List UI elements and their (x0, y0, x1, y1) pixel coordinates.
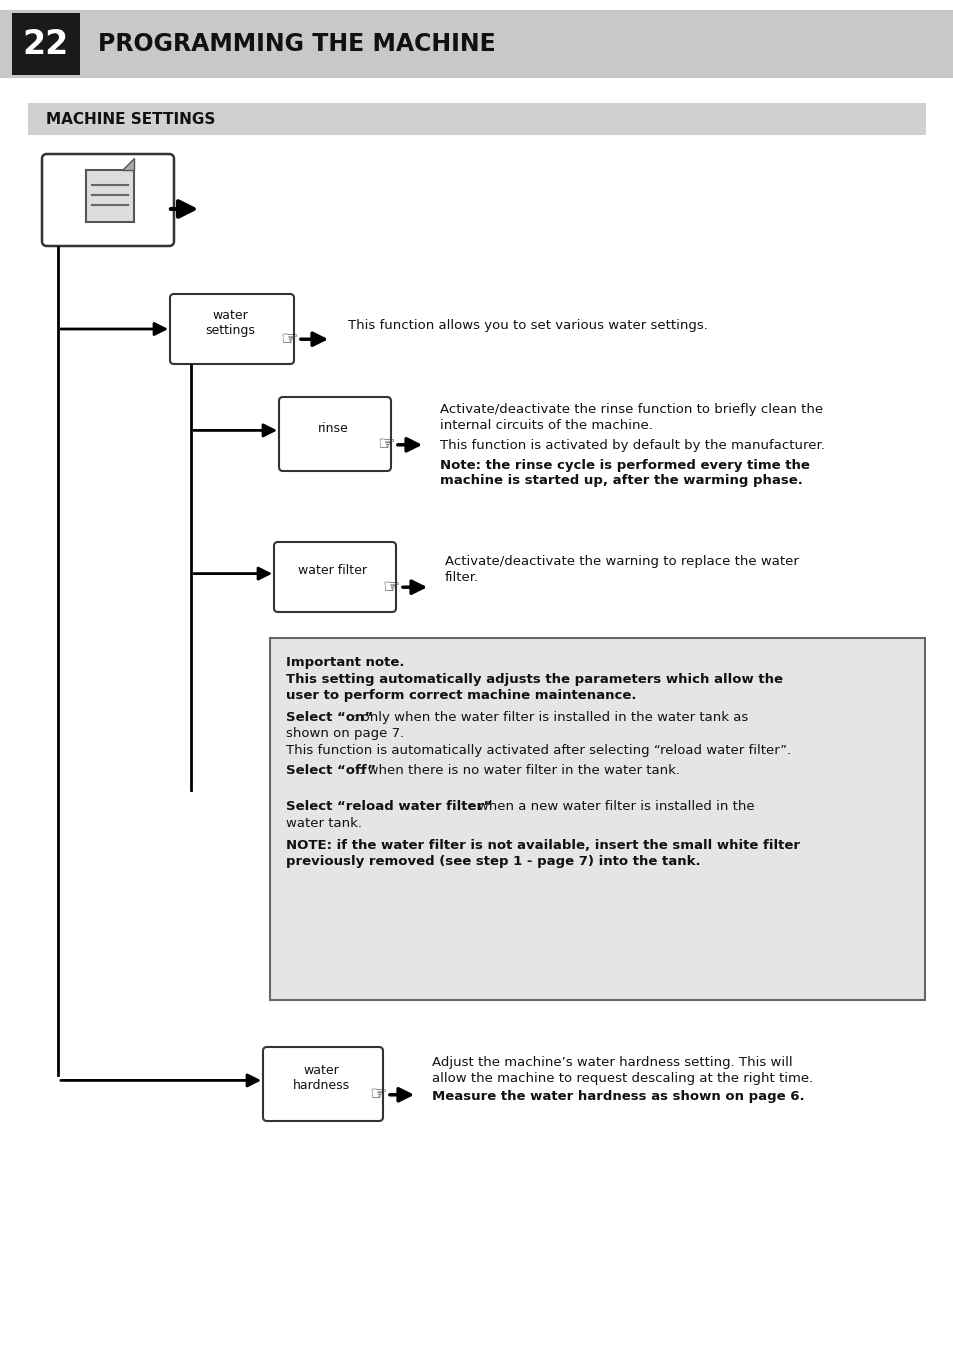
FancyBboxPatch shape (274, 542, 395, 612)
Text: ☞: ☞ (382, 578, 399, 597)
FancyBboxPatch shape (42, 154, 173, 246)
Text: filter.: filter. (444, 571, 478, 584)
Text: Important note.: Important note. (286, 655, 404, 669)
Text: Select “reload water filter”: Select “reload water filter” (286, 800, 492, 814)
Bar (270, 638, 924, 1001)
Text: Activate/deactivate the warning to replace the water: Activate/deactivate the warning to repla… (444, 555, 798, 567)
Text: Select “on”: Select “on” (286, 711, 373, 724)
Text: Adjust the machine’s water hardness setting. This will: Adjust the machine’s water hardness sett… (432, 1056, 792, 1070)
Text: water tank.: water tank. (286, 816, 361, 830)
Text: : when a new water filter is installed in the: : when a new water filter is installed i… (465, 800, 754, 814)
Text: water
hardness: water hardness (293, 1064, 349, 1091)
Bar (28, 103, 925, 135)
Bar (86, 171, 133, 222)
Text: internal circuits of the machine.: internal circuits of the machine. (439, 418, 652, 432)
Text: PROGRAMMING THE MACHINE: PROGRAMMING THE MACHINE (98, 32, 496, 56)
Text: Activate/deactivate the rinse function to briefly clean the: Activate/deactivate the rinse function t… (439, 403, 822, 416)
Bar (12, 14, 80, 74)
Text: ☞: ☞ (280, 330, 297, 349)
Text: NOTE: if the water filter is not available, insert the small white filter: NOTE: if the water filter is not availab… (286, 839, 800, 852)
Text: water filter: water filter (298, 565, 367, 578)
Text: MACHINE SETTINGS: MACHINE SETTINGS (46, 111, 215, 126)
Text: rinse: rinse (317, 421, 348, 435)
Text: ☞: ☞ (369, 1086, 386, 1105)
Text: : only when the water filter is installed in the water tank as: : only when the water filter is installe… (353, 711, 747, 724)
Text: Note: the rinse cycle is performed every time the
machine is started up, after t: Note: the rinse cycle is performed every… (439, 459, 809, 487)
Bar (0, 9, 953, 79)
Text: This function is activated by default by the manufacturer.: This function is activated by default by… (439, 439, 824, 452)
Text: This function allows you to set various water settings.: This function allows you to set various … (348, 320, 707, 332)
FancyBboxPatch shape (170, 294, 294, 364)
Text: ☞: ☞ (376, 435, 395, 455)
Text: Select “off”: Select “off” (286, 764, 375, 777)
Text: previously removed (see step 1 - page 7) into the tank.: previously removed (see step 1 - page 7)… (286, 856, 700, 868)
Text: This function is automatically activated after selecting “reload water filter”.: This function is automatically activated… (286, 743, 790, 757)
Text: : when there is no water filter in the water tank.: : when there is no water filter in the w… (358, 764, 679, 777)
Text: allow the machine to request descaling at the right time.: allow the machine to request descaling a… (432, 1072, 812, 1085)
Text: 22: 22 (23, 27, 69, 61)
Text: Measure the water hardness as shown on page 6.: Measure the water hardness as shown on p… (432, 1090, 803, 1104)
Text: water
settings: water settings (205, 309, 254, 337)
FancyBboxPatch shape (263, 1047, 382, 1121)
Polygon shape (122, 158, 133, 171)
Text: user to perform correct machine maintenance.: user to perform correct machine maintena… (286, 689, 636, 701)
FancyBboxPatch shape (278, 397, 391, 471)
Text: This setting automatically adjusts the parameters which allow the: This setting automatically adjusts the p… (286, 673, 782, 685)
Text: shown on page 7.: shown on page 7. (286, 727, 404, 741)
